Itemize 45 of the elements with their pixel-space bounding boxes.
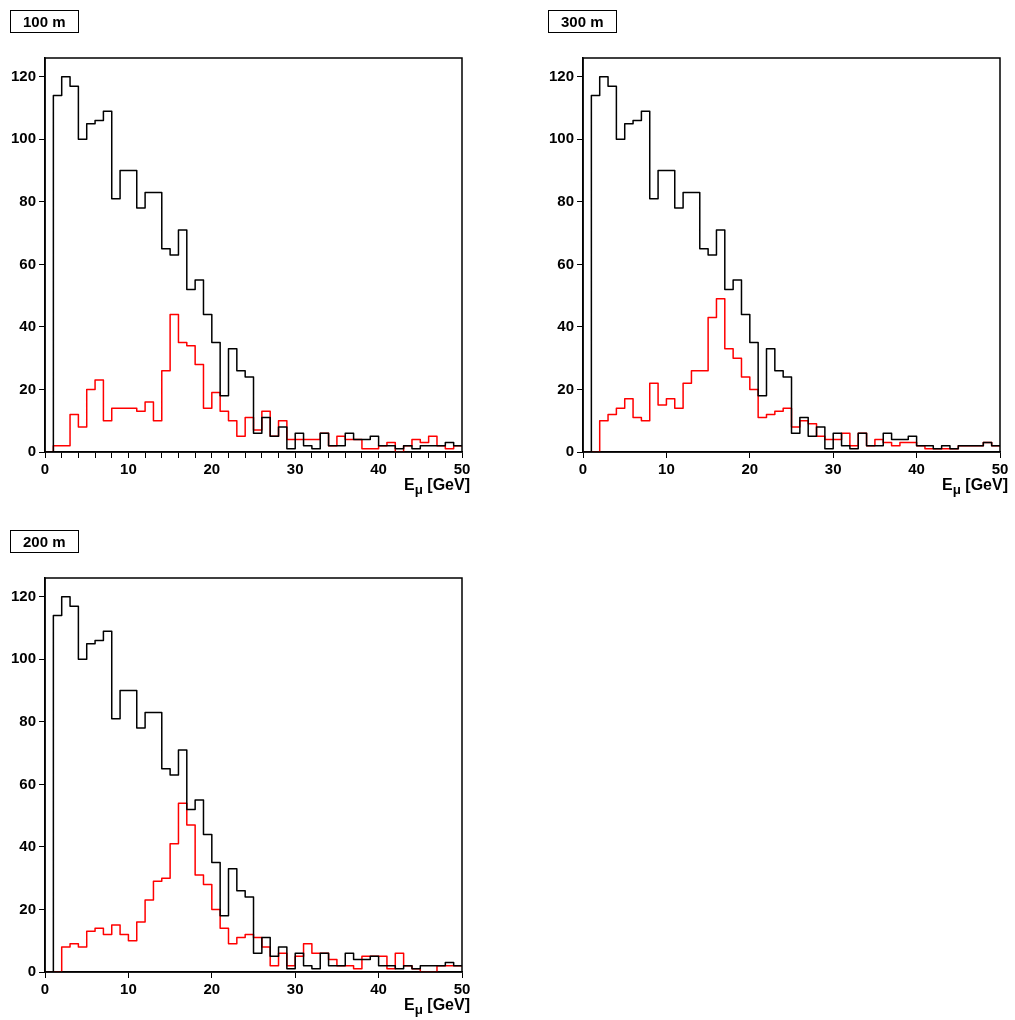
x-tick-label: 40 [908, 460, 925, 478]
x-axis-title: E$_{μ}$ [GeV] [942, 476, 1008, 498]
x-tick-label: 0 [40, 460, 50, 478]
x-tick-label: 50 [991, 460, 1009, 478]
y-tick-label: 20 [19, 379, 37, 397]
x-tick-label: 0 [40, 980, 50, 998]
x-tick-label: 10 [120, 980, 137, 998]
x-tick-label: 40 [370, 460, 387, 478]
y-tick-label: 60 [557, 254, 575, 272]
x-tick-label: 20 [203, 460, 221, 478]
y-tick-label: 0 [27, 442, 37, 460]
y-tick-label: 60 [19, 254, 37, 272]
y-tick-label: 120 [11, 66, 37, 84]
x-tick-label: 30 [824, 460, 842, 478]
chart-title: 100 m [10, 10, 79, 33]
y-tick-label: 0 [27, 962, 37, 980]
y-tick-label: 40 [19, 317, 37, 335]
x-tick-label: 30 [286, 980, 304, 998]
y-tick-label: 20 [557, 379, 575, 397]
x-tick-label: 30 [286, 460, 304, 478]
y-tick-label: 100 [11, 129, 37, 147]
chart-title: 200 m [10, 530, 79, 553]
y-tick-label: 20 [19, 899, 37, 917]
y-tick-label: 80 [19, 711, 37, 729]
y-tick-label: 100 [11, 649, 37, 667]
y-tick-label: 0 [565, 442, 575, 460]
x-tick-label: 10 [120, 460, 137, 478]
y-tick-label: 60 [19, 774, 37, 792]
x-tick-label: 20 [741, 460, 759, 478]
x-tick-label: 0 [578, 460, 588, 478]
y-tick-label: 40 [557, 317, 575, 335]
x-axis-title: E$_{μ}$ [GeV] [404, 996, 470, 1018]
y-tick-label: 40 [19, 837, 37, 855]
x-axis-title: E$_{μ}$ [GeV] [404, 476, 470, 498]
y-tick-label: 80 [557, 191, 575, 209]
x-tick-label: 20 [203, 980, 221, 998]
chart-title: 300 m [548, 10, 617, 33]
x-tick-label: 50 [453, 460, 471, 478]
x-tick-label: 10 [658, 460, 675, 478]
y-tick-label: 120 [549, 66, 575, 84]
y-tick-label: 80 [19, 191, 37, 209]
y-tick-label: 120 [11, 586, 37, 604]
x-tick-label: 50 [453, 980, 471, 998]
x-tick-label: 40 [370, 980, 387, 998]
y-tick-label: 100 [549, 129, 575, 147]
